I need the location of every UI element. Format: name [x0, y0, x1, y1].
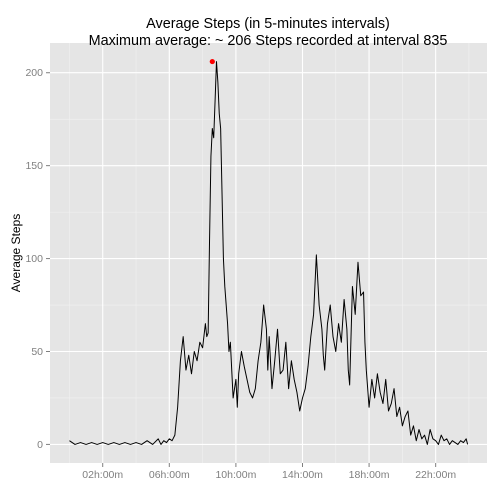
chart-subtitle: Maximum average: ~ 206 Steps recorded at… [89, 33, 448, 49]
x-tick-label: 14h:00m [282, 469, 323, 481]
y-tick-label: 100 [25, 253, 43, 265]
y-tick-label: 200 [25, 67, 43, 79]
max-marker [209, 58, 215, 65]
y-axis-title: Average Steps [9, 214, 23, 293]
plot-panel [50, 43, 487, 463]
x-axis-ticks [102, 463, 437, 467]
grid-minor [50, 43, 487, 463]
x-tick-label: 10h:00m [215, 469, 256, 481]
series-line [69, 61, 469, 445]
grid-major [50, 43, 487, 463]
y-tick-label: 0 [37, 439, 43, 451]
x-tick-label: 02h:00m [82, 469, 123, 481]
y-tick-label: 150 [25, 160, 43, 172]
y-tick-label: 50 [31, 346, 43, 358]
x-tick-label: 18h:00m [349, 469, 390, 481]
x-axis-tick-labels: 02h:00m 06h:00m 10h:00m 14h:00m 18h:00m 22h:0… [82, 469, 456, 481]
x-tick-label: 22h:00m [415, 469, 456, 481]
y-axis-tick-labels: 0 50 100 150 200 [25, 67, 43, 451]
y-axis-ticks [46, 72, 50, 445]
x-tick-label: 06h:00m [149, 469, 190, 481]
chart-title: Average Steps (in 5-minutes intervals) [146, 16, 390, 32]
